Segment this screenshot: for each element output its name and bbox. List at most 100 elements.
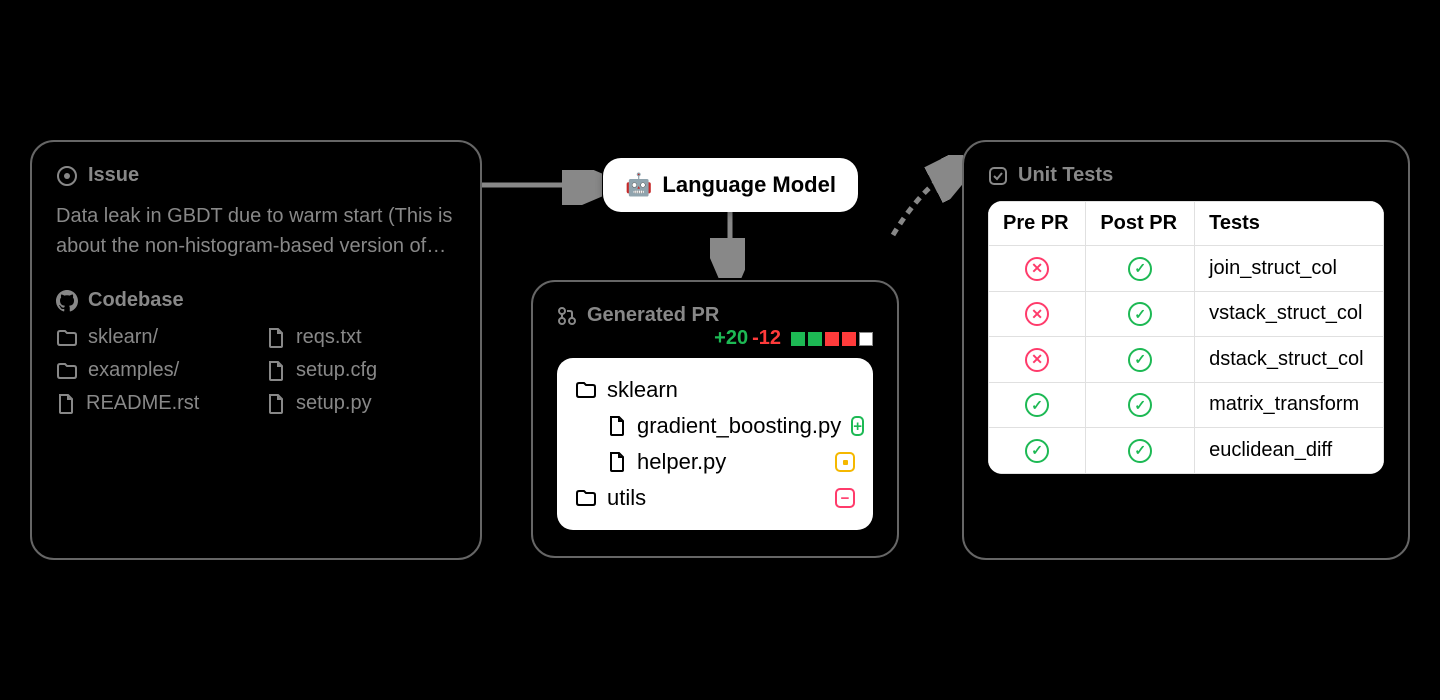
status-pass-icon: ✓ — [1128, 348, 1152, 372]
post-pr-cell: ✓ — [1086, 337, 1195, 383]
file-icon — [607, 451, 627, 473]
status-pass-icon: ✓ — [1128, 393, 1152, 417]
status-fail-icon: ✕ — [1025, 302, 1049, 326]
pre-pr-cell: ✓ — [989, 428, 1086, 474]
folder-icon — [575, 380, 597, 400]
pre-pr-cell: ✕ — [989, 291, 1086, 337]
added-icon: + — [851, 416, 864, 436]
file-icon — [266, 360, 286, 382]
pr-icon — [557, 306, 577, 326]
folder-icon — [575, 488, 597, 508]
status-pass-icon: ✓ — [1025, 439, 1049, 463]
codebase-grid: sklearn/reqs.txt examples/setup.cfg README… — [56, 326, 456, 415]
pre-pr-cell: ✕ — [989, 246, 1086, 292]
unit-tests-panel: Unit Tests Pre PRPost PRTests ✕ ✓ join_stru… — [962, 140, 1410, 560]
codebase-item-name: README.rst — [86, 392, 199, 415]
diff-additions: +20 — [714, 327, 748, 350]
test-row: ✕ ✓ dstack_struct_col — [989, 337, 1384, 383]
codebase-item: examples/ — [56, 359, 246, 382]
codebase-header: Codebase — [56, 289, 456, 312]
status-fail-icon: ✕ — [1025, 257, 1049, 281]
github-icon — [56, 290, 78, 312]
tree-row: sklearn — [575, 372, 855, 408]
diff-stats: +20 -12 — [557, 327, 873, 350]
codebase-item-name: setup.cfg — [296, 359, 377, 382]
file-icon — [56, 393, 76, 415]
tests-column-header: Pre PR — [989, 202, 1086, 246]
status-pass-icon: ✓ — [1128, 439, 1152, 463]
file-icon — [266, 327, 286, 349]
tree-row: helper.py — [575, 444, 855, 480]
issue-header: Issue — [56, 164, 456, 187]
tree-item-name: helper.py — [637, 449, 726, 475]
status-pass-icon: ✓ — [1025, 393, 1049, 417]
tree-item-name: sklearn — [607, 377, 678, 403]
check-icon — [988, 166, 1008, 186]
diff-square — [791, 332, 805, 346]
issue-description: Data leak in GBDT due to warm start (Thi… — [56, 201, 456, 261]
codebase-title: Codebase — [88, 289, 184, 312]
issue-panel: Issue Data leak in GBDT due to warm star… — [30, 140, 482, 560]
diff-deletions: -12 — [752, 327, 781, 350]
test-row: ✓ ✓ matrix_transform — [989, 382, 1384, 428]
modified-icon — [835, 452, 855, 472]
status-pass-icon: ✓ — [1128, 302, 1152, 326]
test-name-cell: euclidean_diff — [1195, 428, 1384, 474]
removed-icon: − — [835, 488, 855, 508]
test-row: ✕ ✓ vstack_struct_col — [989, 291, 1384, 337]
tests-title: Unit Tests — [1018, 164, 1113, 187]
codebase-item-name: examples/ — [88, 359, 179, 382]
tree-item-name: utils — [607, 485, 646, 511]
diff-squares — [791, 332, 873, 346]
post-pr-cell: ✓ — [1086, 428, 1195, 474]
pre-pr-cell: ✓ — [989, 382, 1086, 428]
generated-pr-panel: Generated PR +20 -12 sklearn gradient_boo… — [531, 280, 899, 558]
test-row: ✓ ✓ euclidean_diff — [989, 428, 1384, 474]
diff-square — [842, 332, 856, 346]
file-tree: sklearngradient_boosting.py+helper.pyuti… — [557, 358, 873, 530]
issue-title: Issue — [88, 164, 139, 187]
test-name-cell: matrix_transform — [1195, 382, 1384, 428]
codebase-item: sklearn/ — [56, 326, 246, 349]
pr-title: Generated PR — [587, 304, 719, 327]
tree-row: utils − — [575, 480, 855, 516]
lm-label: Language Model — [662, 172, 836, 198]
tree-row: gradient_boosting.py+ — [575, 408, 855, 444]
issue-icon — [56, 165, 78, 187]
robot-icon: 🤖 — [625, 172, 652, 198]
post-pr-cell: ✓ — [1086, 291, 1195, 337]
codebase-item-name: reqs.txt — [296, 326, 362, 349]
status-fail-icon: ✕ — [1025, 348, 1049, 372]
tests-table: Pre PRPost PRTests ✕ ✓ join_struct_col ✕ ✓ vst… — [988, 201, 1384, 474]
codebase-item: README.rst — [56, 392, 246, 415]
arrow-pr-to-tests — [888, 155, 968, 245]
arrow-issue-to-lm — [482, 165, 602, 205]
tests-header: Unit Tests — [988, 164, 1384, 187]
tree-item-name: gradient_boosting.py — [637, 413, 841, 439]
codebase-item-name: setup.py — [296, 392, 372, 415]
test-row: ✕ ✓ join_struct_col — [989, 246, 1384, 292]
codebase-item: setup.py — [266, 392, 456, 415]
status-pass-icon: ✓ — [1128, 257, 1152, 281]
pre-pr-cell: ✕ — [989, 337, 1086, 383]
codebase-item-name: sklearn/ — [88, 326, 158, 349]
file-icon — [607, 415, 627, 437]
test-name-cell: join_struct_col — [1195, 246, 1384, 292]
language-model-pill: 🤖 Language Model — [603, 158, 858, 212]
pr-header: Generated PR — [557, 304, 719, 327]
post-pr-cell: ✓ — [1086, 382, 1195, 428]
folder-icon — [56, 328, 78, 348]
post-pr-cell: ✓ — [1086, 246, 1195, 292]
codebase-item: reqs.txt — [266, 326, 456, 349]
tests-column-header: Post PR — [1086, 202, 1195, 246]
tests-column-header: Tests — [1195, 202, 1384, 246]
arrow-lm-to-pr — [710, 210, 750, 280]
codebase-item: setup.cfg — [266, 359, 456, 382]
test-name-cell: dstack_struct_col — [1195, 337, 1384, 383]
file-icon — [266, 393, 286, 415]
test-name-cell: vstack_struct_col — [1195, 291, 1384, 337]
diff-square — [825, 332, 839, 346]
folder-icon — [56, 361, 78, 381]
diff-square — [808, 332, 822, 346]
diff-square — [859, 332, 873, 346]
